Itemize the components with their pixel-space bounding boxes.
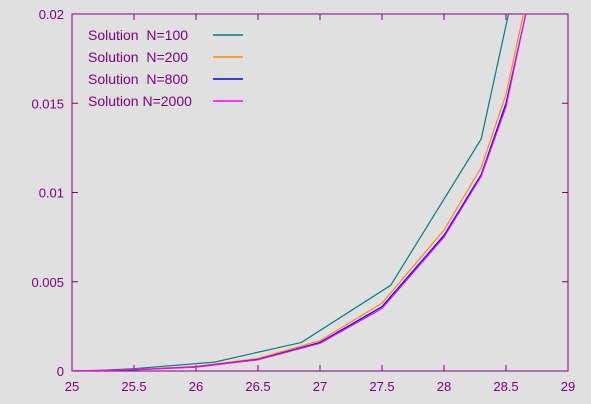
x-tick-label: 28 bbox=[437, 379, 451, 394]
series-line-2 bbox=[72, 14, 527, 371]
series-line-0 bbox=[72, 14, 510, 371]
legend-label-0: Solution N=100 bbox=[88, 27, 188, 43]
legend-label-3: Solution N=2000 bbox=[88, 93, 192, 109]
legend-label-2: Solution N=800 bbox=[88, 71, 188, 87]
series-line-3 bbox=[72, 14, 527, 371]
y-tick-label: 0 bbox=[57, 364, 64, 379]
x-tick-label: 25.5 bbox=[121, 379, 146, 394]
x-tick-label: 27.5 bbox=[369, 379, 394, 394]
x-tick-label: 29 bbox=[561, 379, 575, 394]
y-tick-label: 0.005 bbox=[31, 275, 64, 290]
x-tick-label: 26 bbox=[189, 379, 203, 394]
y-tick-label: 0.02 bbox=[39, 7, 64, 22]
x-tick-label: 26.5 bbox=[245, 379, 270, 394]
y-tick-label: 0.015 bbox=[31, 96, 64, 111]
series-lines bbox=[72, 14, 527, 371]
x-tick-label: 27 bbox=[313, 379, 327, 394]
plot-frame bbox=[71, 13, 569, 372]
x-tick-label: 25 bbox=[65, 379, 79, 394]
legend-label-1: Solution N=200 bbox=[88, 49, 188, 65]
axis-ticks: 25 25.5 26 26.5 27 27.5 28 28.5 29 0 0.005 0.01 0.01… bbox=[31, 7, 575, 394]
x-tick-label: 28.5 bbox=[493, 379, 518, 394]
legend: Solution N=100 Solution N=200 Solution N=8… bbox=[88, 27, 243, 109]
series-line-1 bbox=[72, 14, 524, 371]
y-tick-label: 0.01 bbox=[39, 186, 64, 201]
